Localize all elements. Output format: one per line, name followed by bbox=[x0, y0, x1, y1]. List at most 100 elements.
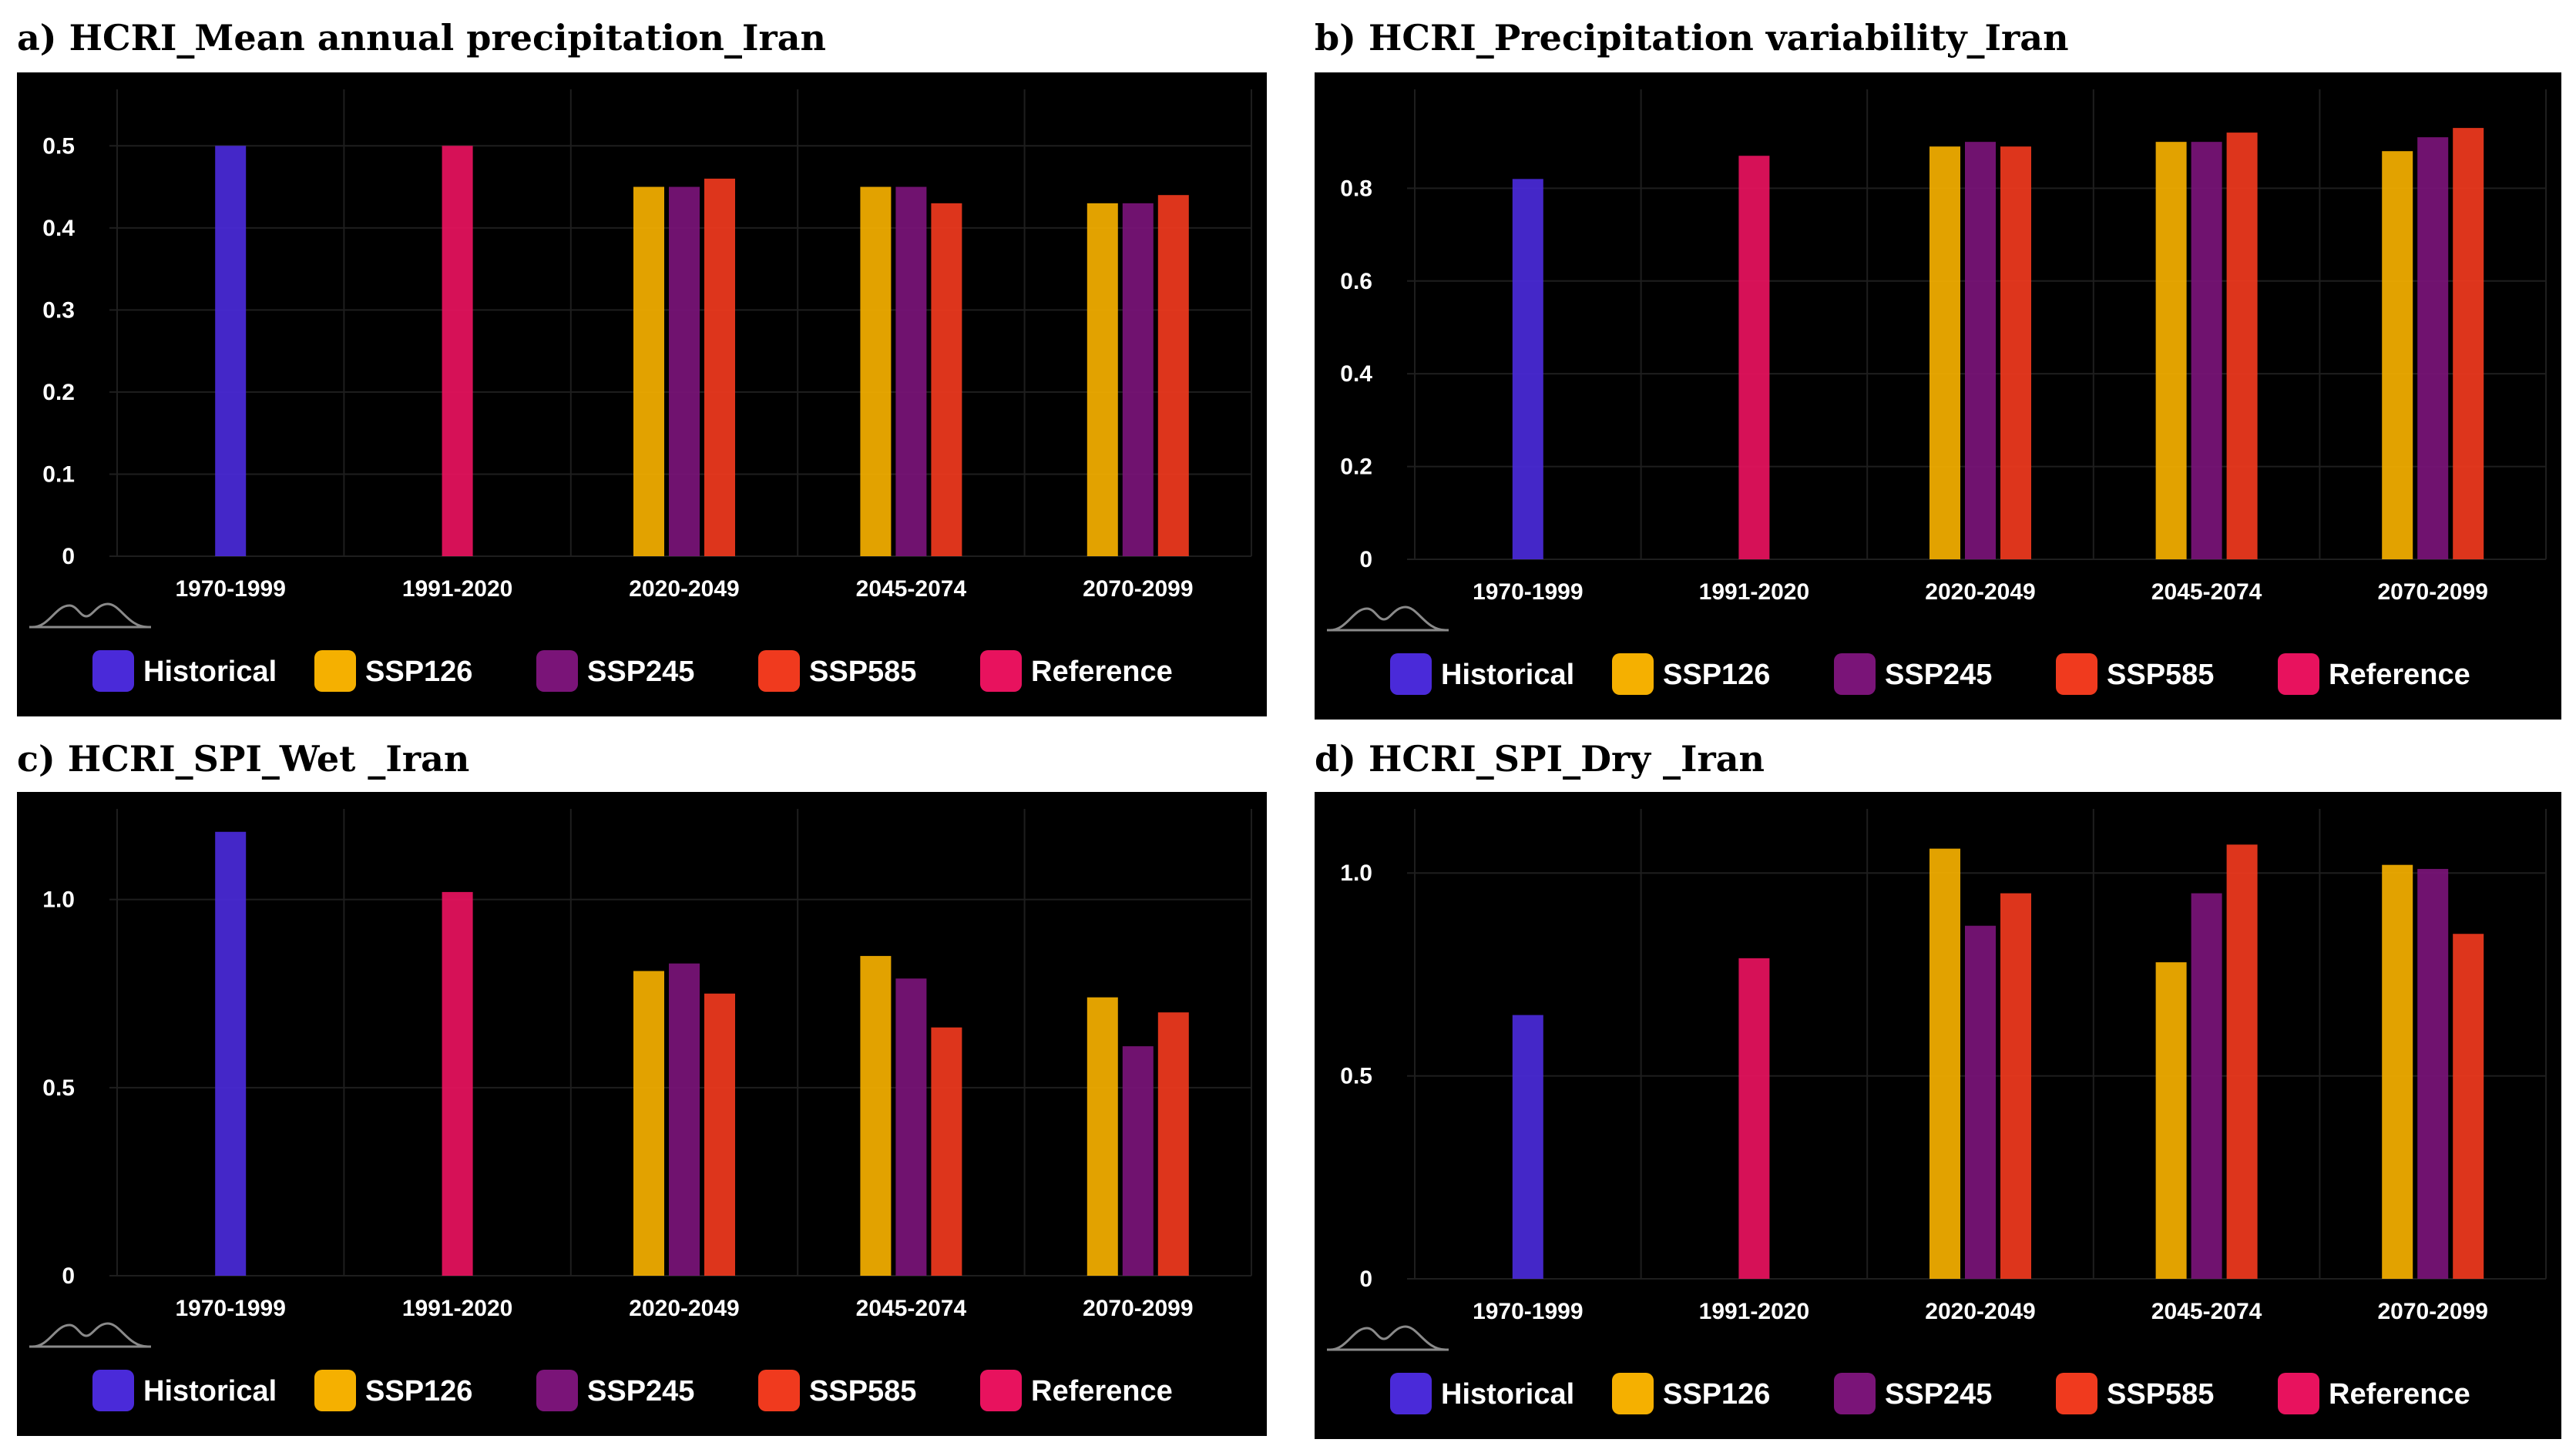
bar-ssp585-2020-2049[interactable] bbox=[704, 993, 735, 1276]
chart-panel-c: 0 0.5 1.0 1970-1999 1991-2020 2020-2049 2045-2… bbox=[17, 792, 1267, 1436]
bar-reference-1991-2020[interactable] bbox=[1738, 156, 1770, 559]
bar-ssp245-2045-2074[interactable] bbox=[2191, 893, 2222, 1279]
legend-swatch-ssp126[interactable] bbox=[1612, 653, 1654, 695]
bar-ssp245-2070-2099[interactable] bbox=[2417, 868, 2449, 1279]
legend-swatch-historical[interactable] bbox=[92, 1370, 134, 1411]
x-tick-label: 2020-2049 bbox=[629, 1296, 739, 1321]
bar-ssp126-2020-2049[interactable] bbox=[633, 971, 664, 1276]
bar-ssp585-2070-2099[interactable] bbox=[2453, 934, 2484, 1279]
bar-ssp585-2070-2099[interactable] bbox=[1157, 1012, 1189, 1276]
legend-label-ssp585: SSP585 bbox=[2107, 1378, 2214, 1411]
bar-historical-1970-1999[interactable] bbox=[1512, 179, 1543, 559]
y-tick-label: 0.1 bbox=[42, 461, 75, 487]
x-tick-label: 1991-2020 bbox=[402, 576, 512, 602]
legend-swatch-ssp245[interactable] bbox=[536, 650, 578, 692]
bar-ssp585-2070-2099[interactable] bbox=[1157, 195, 1189, 556]
y-tick-label: 0.5 bbox=[1340, 1064, 1372, 1089]
bar-ssp245-2070-2099[interactable] bbox=[1122, 203, 1154, 556]
legend-label-historical: Historical bbox=[1441, 659, 1574, 691]
x-tick-label: 2045-2074 bbox=[856, 576, 967, 602]
x-tick-label: 1991-2020 bbox=[1699, 1299, 1809, 1324]
legend-swatch-ssp126[interactable] bbox=[314, 1370, 356, 1411]
chart-svg: 0 0.5 1.0 1970-1999 1991-2020 2020-2049 2045-2… bbox=[29, 809, 1252, 1411]
bar-ssp245-2070-2099[interactable] bbox=[2417, 137, 2449, 560]
y-tick-label: 0 bbox=[1359, 1266, 1372, 1292]
x-tick-label: 1991-2020 bbox=[1699, 579, 1809, 605]
legend-swatch-reference[interactable] bbox=[980, 650, 1022, 692]
x-tick-label: 2020-2049 bbox=[1925, 1299, 2035, 1324]
y-tick-label: 0.4 bbox=[42, 216, 75, 241]
bar-ssp245-2020-2049[interactable] bbox=[1965, 142, 1996, 559]
panel-title-a: a) HCRI_Mean annual precipitation_Iran bbox=[17, 17, 826, 59]
legend-swatch-historical[interactable] bbox=[92, 650, 134, 692]
legend-swatch-ssp585[interactable] bbox=[758, 1370, 800, 1411]
legend-label-reference: Reference bbox=[2329, 659, 2470, 691]
bar-ssp126-2020-2049[interactable] bbox=[1929, 848, 1960, 1279]
bar-ssp245-2070-2099[interactable] bbox=[1122, 1046, 1154, 1276]
bar-ssp126-2070-2099[interactable] bbox=[2382, 151, 2413, 559]
bar-ssp245-2020-2049[interactable] bbox=[1965, 925, 1996, 1279]
legend-label-ssp126: SSP126 bbox=[365, 656, 472, 688]
legend-label-historical: Historical bbox=[1441, 1378, 1574, 1411]
x-tick-label: 1970-1999 bbox=[1473, 1299, 1583, 1324]
legend-swatch-historical[interactable] bbox=[1390, 1373, 1432, 1414]
bar-ssp126-2070-2099[interactable] bbox=[2382, 864, 2413, 1279]
legend-swatch-ssp126[interactable] bbox=[1612, 1373, 1654, 1414]
bar-ssp126-2020-2049[interactable] bbox=[1929, 146, 1960, 560]
bar-ssp126-2045-2074[interactable] bbox=[2155, 142, 2187, 559]
legend-label-ssp126: SSP126 bbox=[1663, 1378, 1770, 1411]
bar-historical-1970-1999[interactable] bbox=[215, 831, 247, 1276]
y-tick-label: 1.0 bbox=[42, 887, 75, 913]
legend-swatch-ssp245[interactable] bbox=[1834, 1373, 1876, 1414]
y-tick-label: 0.2 bbox=[42, 380, 75, 405]
legend-swatch-ssp245[interactable] bbox=[1834, 653, 1876, 695]
bar-ssp126-2045-2074[interactable] bbox=[860, 955, 892, 1276]
bar-ssp245-2020-2049[interactable] bbox=[669, 963, 700, 1276]
x-tick-label: 2045-2074 bbox=[856, 1296, 967, 1321]
bar-reference-1991-2020[interactable] bbox=[1738, 958, 1770, 1279]
bar-ssp585-2045-2074[interactable] bbox=[931, 1027, 962, 1276]
bar-ssp585-2020-2049[interactable] bbox=[704, 178, 735, 556]
bar-ssp585-2020-2049[interactable] bbox=[2000, 146, 2031, 560]
legend-label-historical: Historical bbox=[143, 656, 277, 688]
bar-ssp585-2070-2099[interactable] bbox=[2453, 128, 2484, 559]
bar-reference-1991-2020[interactable] bbox=[442, 146, 473, 557]
bar-historical-1970-1999[interactable] bbox=[215, 146, 247, 557]
x-tick-label: 2070-2099 bbox=[1083, 576, 1193, 602]
legend-swatch-reference[interactable] bbox=[980, 1370, 1022, 1411]
chart-panel-a: 0 0.1 0.2 0.3 0.4 0.5 1970-1999 1991-2020 2020-2… bbox=[17, 72, 1267, 716]
legend-swatch-ssp585[interactable] bbox=[2056, 1373, 2097, 1414]
x-tick-label: 1970-1999 bbox=[175, 576, 285, 602]
legend-swatch-ssp585[interactable] bbox=[2056, 653, 2097, 695]
bar-ssp245-2045-2074[interactable] bbox=[895, 186, 927, 556]
bar-ssp126-2070-2099[interactable] bbox=[1086, 997, 1118, 1276]
legend-swatch-reference[interactable] bbox=[2278, 1373, 2319, 1414]
distribution-curve-icon bbox=[1329, 606, 1446, 632]
legend-swatch-historical[interactable] bbox=[1390, 653, 1432, 695]
bar-ssp585-2045-2074[interactable] bbox=[2226, 844, 2258, 1279]
bar-ssp585-2045-2074[interactable] bbox=[931, 203, 962, 556]
bar-ssp126-2045-2074[interactable] bbox=[860, 186, 892, 556]
y-tick-label: 0 bbox=[62, 544, 75, 569]
legend-swatch-ssp126[interactable] bbox=[314, 650, 356, 692]
bar-ssp126-2070-2099[interactable] bbox=[1086, 203, 1118, 556]
bar-ssp245-2045-2074[interactable] bbox=[2191, 142, 2222, 559]
legend-swatch-ssp585[interactable] bbox=[758, 650, 800, 692]
bar-ssp126-2045-2074[interactable] bbox=[2155, 962, 2187, 1279]
legend-swatch-reference[interactable] bbox=[2278, 653, 2319, 695]
bar-ssp245-2020-2049[interactable] bbox=[669, 186, 700, 556]
bar-ssp585-2045-2074[interactable] bbox=[2226, 133, 2258, 560]
x-tick-label: 1970-1999 bbox=[1473, 579, 1583, 605]
x-tick-label: 2045-2074 bbox=[2151, 579, 2262, 605]
legend-label-historical: Historical bbox=[143, 1375, 277, 1407]
bar-ssp245-2045-2074[interactable] bbox=[895, 978, 927, 1276]
y-tick-label: 0.3 bbox=[42, 297, 75, 323]
legend-swatch-ssp245[interactable] bbox=[536, 1370, 578, 1411]
legend-label-reference: Reference bbox=[2329, 1378, 2470, 1411]
legend-label-ssp585: SSP585 bbox=[809, 656, 916, 688]
panel-title-b: b) HCRI_Precipitation variability_Iran bbox=[1315, 17, 2069, 59]
bar-historical-1970-1999[interactable] bbox=[1512, 1015, 1543, 1279]
bar-reference-1991-2020[interactable] bbox=[442, 891, 473, 1276]
bar-ssp126-2020-2049[interactable] bbox=[633, 186, 664, 556]
bar-ssp585-2020-2049[interactable] bbox=[2000, 893, 2031, 1279]
